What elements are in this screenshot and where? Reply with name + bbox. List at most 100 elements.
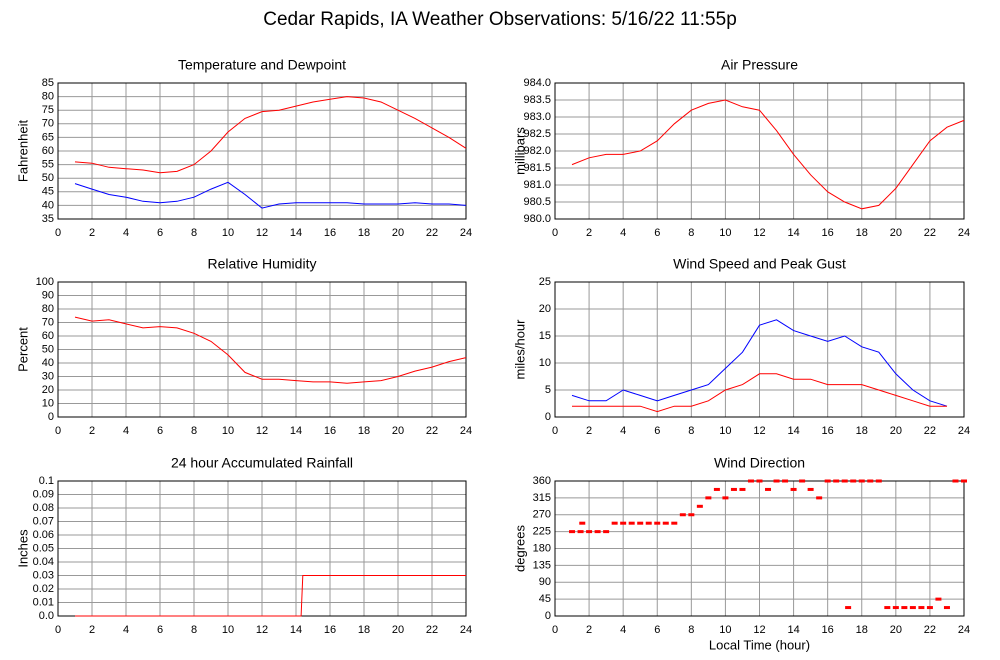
x-tick-label: 10 — [719, 425, 731, 437]
data-point — [799, 479, 806, 483]
data-line — [74, 96, 467, 174]
data-point — [577, 530, 584, 534]
data-point — [662, 521, 669, 525]
y-axis-label: degrees — [512, 525, 527, 572]
y-tick-label: 0.05 — [33, 542, 54, 554]
data-point — [867, 479, 874, 483]
y-tick-label: 315 — [533, 492, 551, 504]
x-tick-label: 20 — [890, 227, 902, 239]
x-tick-label: 16 — [324, 624, 336, 636]
x-tick-label: 2 — [586, 624, 592, 636]
x-tick-label: 18 — [358, 227, 370, 239]
y-tick-label: 50 — [42, 172, 54, 184]
data-point — [901, 606, 908, 610]
y-tick-label: 0.07 — [33, 515, 54, 527]
y-tick-label: 0.03 — [33, 569, 54, 581]
x-tick-label: 22 — [426, 227, 438, 239]
y-tick-label: 225 — [533, 526, 551, 538]
y-tick-label: 20 — [539, 303, 551, 315]
subplot-title: Temperature and Dewpoint — [178, 57, 346, 73]
x-tick-label: 8 — [191, 624, 197, 636]
x-tick-label: 8 — [191, 227, 197, 239]
x-tick-label: 2 — [89, 425, 95, 437]
x-tick-label: 4 — [620, 227, 626, 239]
x-tick-label: 4 — [123, 227, 129, 239]
y-tick-label: 45 — [42, 186, 54, 198]
y-tick-label: 984.0 — [523, 77, 551, 89]
y-axis-label: Fahrenheit — [15, 120, 30, 183]
x-tick-label: 24 — [460, 227, 472, 239]
data-point — [756, 479, 763, 483]
data-point — [730, 487, 737, 491]
data-line — [571, 99, 965, 210]
data-point — [696, 504, 703, 508]
y-tick-label: 60 — [42, 145, 54, 157]
y-tick-label: 40 — [42, 199, 54, 211]
y-tick-label: 15 — [539, 330, 551, 342]
y-tick-label: 982.0 — [523, 145, 551, 157]
plot-frame — [554, 82, 965, 220]
data-point — [688, 513, 695, 517]
data-point — [594, 530, 601, 534]
data-point — [705, 496, 712, 500]
x-tick-label: 0 — [55, 227, 61, 239]
plot-frame — [554, 281, 965, 418]
x-tick-label: 20 — [890, 425, 902, 437]
y-axis-label: miles/hour — [512, 319, 527, 380]
data-point — [858, 479, 865, 483]
data-point — [884, 606, 891, 610]
x-tick-label: 14 — [290, 227, 302, 239]
data-line — [74, 316, 467, 384]
x-tick-label: 12 — [753, 624, 765, 636]
y-tick-label: 0.08 — [33, 502, 54, 514]
x-tick-label: 16 — [324, 425, 336, 437]
subplot-title: Relative Humidity — [208, 256, 317, 272]
x-tick-label: 8 — [688, 425, 694, 437]
data-point — [790, 487, 797, 491]
y-tick-label: 135 — [533, 559, 551, 571]
x-tick-label: 6 — [157, 425, 163, 437]
y-tick-label: 0.01 — [33, 596, 54, 608]
x-tick-label: 22 — [924, 425, 936, 437]
x-tick-label: 2 — [586, 425, 592, 437]
data-point — [892, 606, 899, 610]
y-tick-label: 70 — [42, 118, 54, 130]
data-point — [603, 530, 610, 534]
x-tick-label: 12 — [753, 425, 765, 437]
x-tick-label: 20 — [392, 227, 404, 239]
x-tick-label: 0 — [55, 624, 61, 636]
x-tick-label: 8 — [191, 425, 197, 437]
x-tick-label: 6 — [157, 227, 163, 239]
x-tick-label: 12 — [753, 227, 765, 239]
data-point — [773, 479, 780, 483]
data-point — [935, 597, 942, 601]
x-tick-label: 22 — [426, 624, 438, 636]
data-point — [765, 487, 772, 491]
x-tick-label: 16 — [822, 425, 834, 437]
x-tick-label: 14 — [787, 425, 799, 437]
x-tick-label: 22 — [924, 227, 936, 239]
data-point — [918, 606, 925, 610]
y-tick-label: 360 — [533, 475, 551, 487]
subplot-title: Wind Speed and Peak Gust — [673, 256, 846, 272]
x-tick-label: 4 — [620, 624, 626, 636]
x-tick-label: 2 — [586, 227, 592, 239]
y-axis-label: millibars — [512, 127, 527, 175]
subplot-title: Air Pressure — [721, 57, 798, 73]
x-tick-label: 10 — [719, 624, 731, 636]
data-point — [926, 606, 933, 610]
data-point — [782, 479, 789, 483]
x-tick-label: 6 — [654, 624, 660, 636]
x-tick-label: 22 — [924, 624, 936, 636]
y-tick-label: 60 — [42, 330, 54, 342]
x-tick-label: 22 — [426, 425, 438, 437]
x-tick-label: 18 — [856, 624, 868, 636]
x-tick-label: 14 — [787, 624, 799, 636]
data-line — [74, 181, 467, 209]
data-point — [850, 479, 857, 483]
data-point — [713, 487, 720, 491]
x-tick-label: 24 — [958, 425, 970, 437]
x-tick-label: 6 — [654, 227, 660, 239]
x-tick-label: 16 — [324, 227, 336, 239]
y-tick-label: 10 — [42, 397, 54, 409]
